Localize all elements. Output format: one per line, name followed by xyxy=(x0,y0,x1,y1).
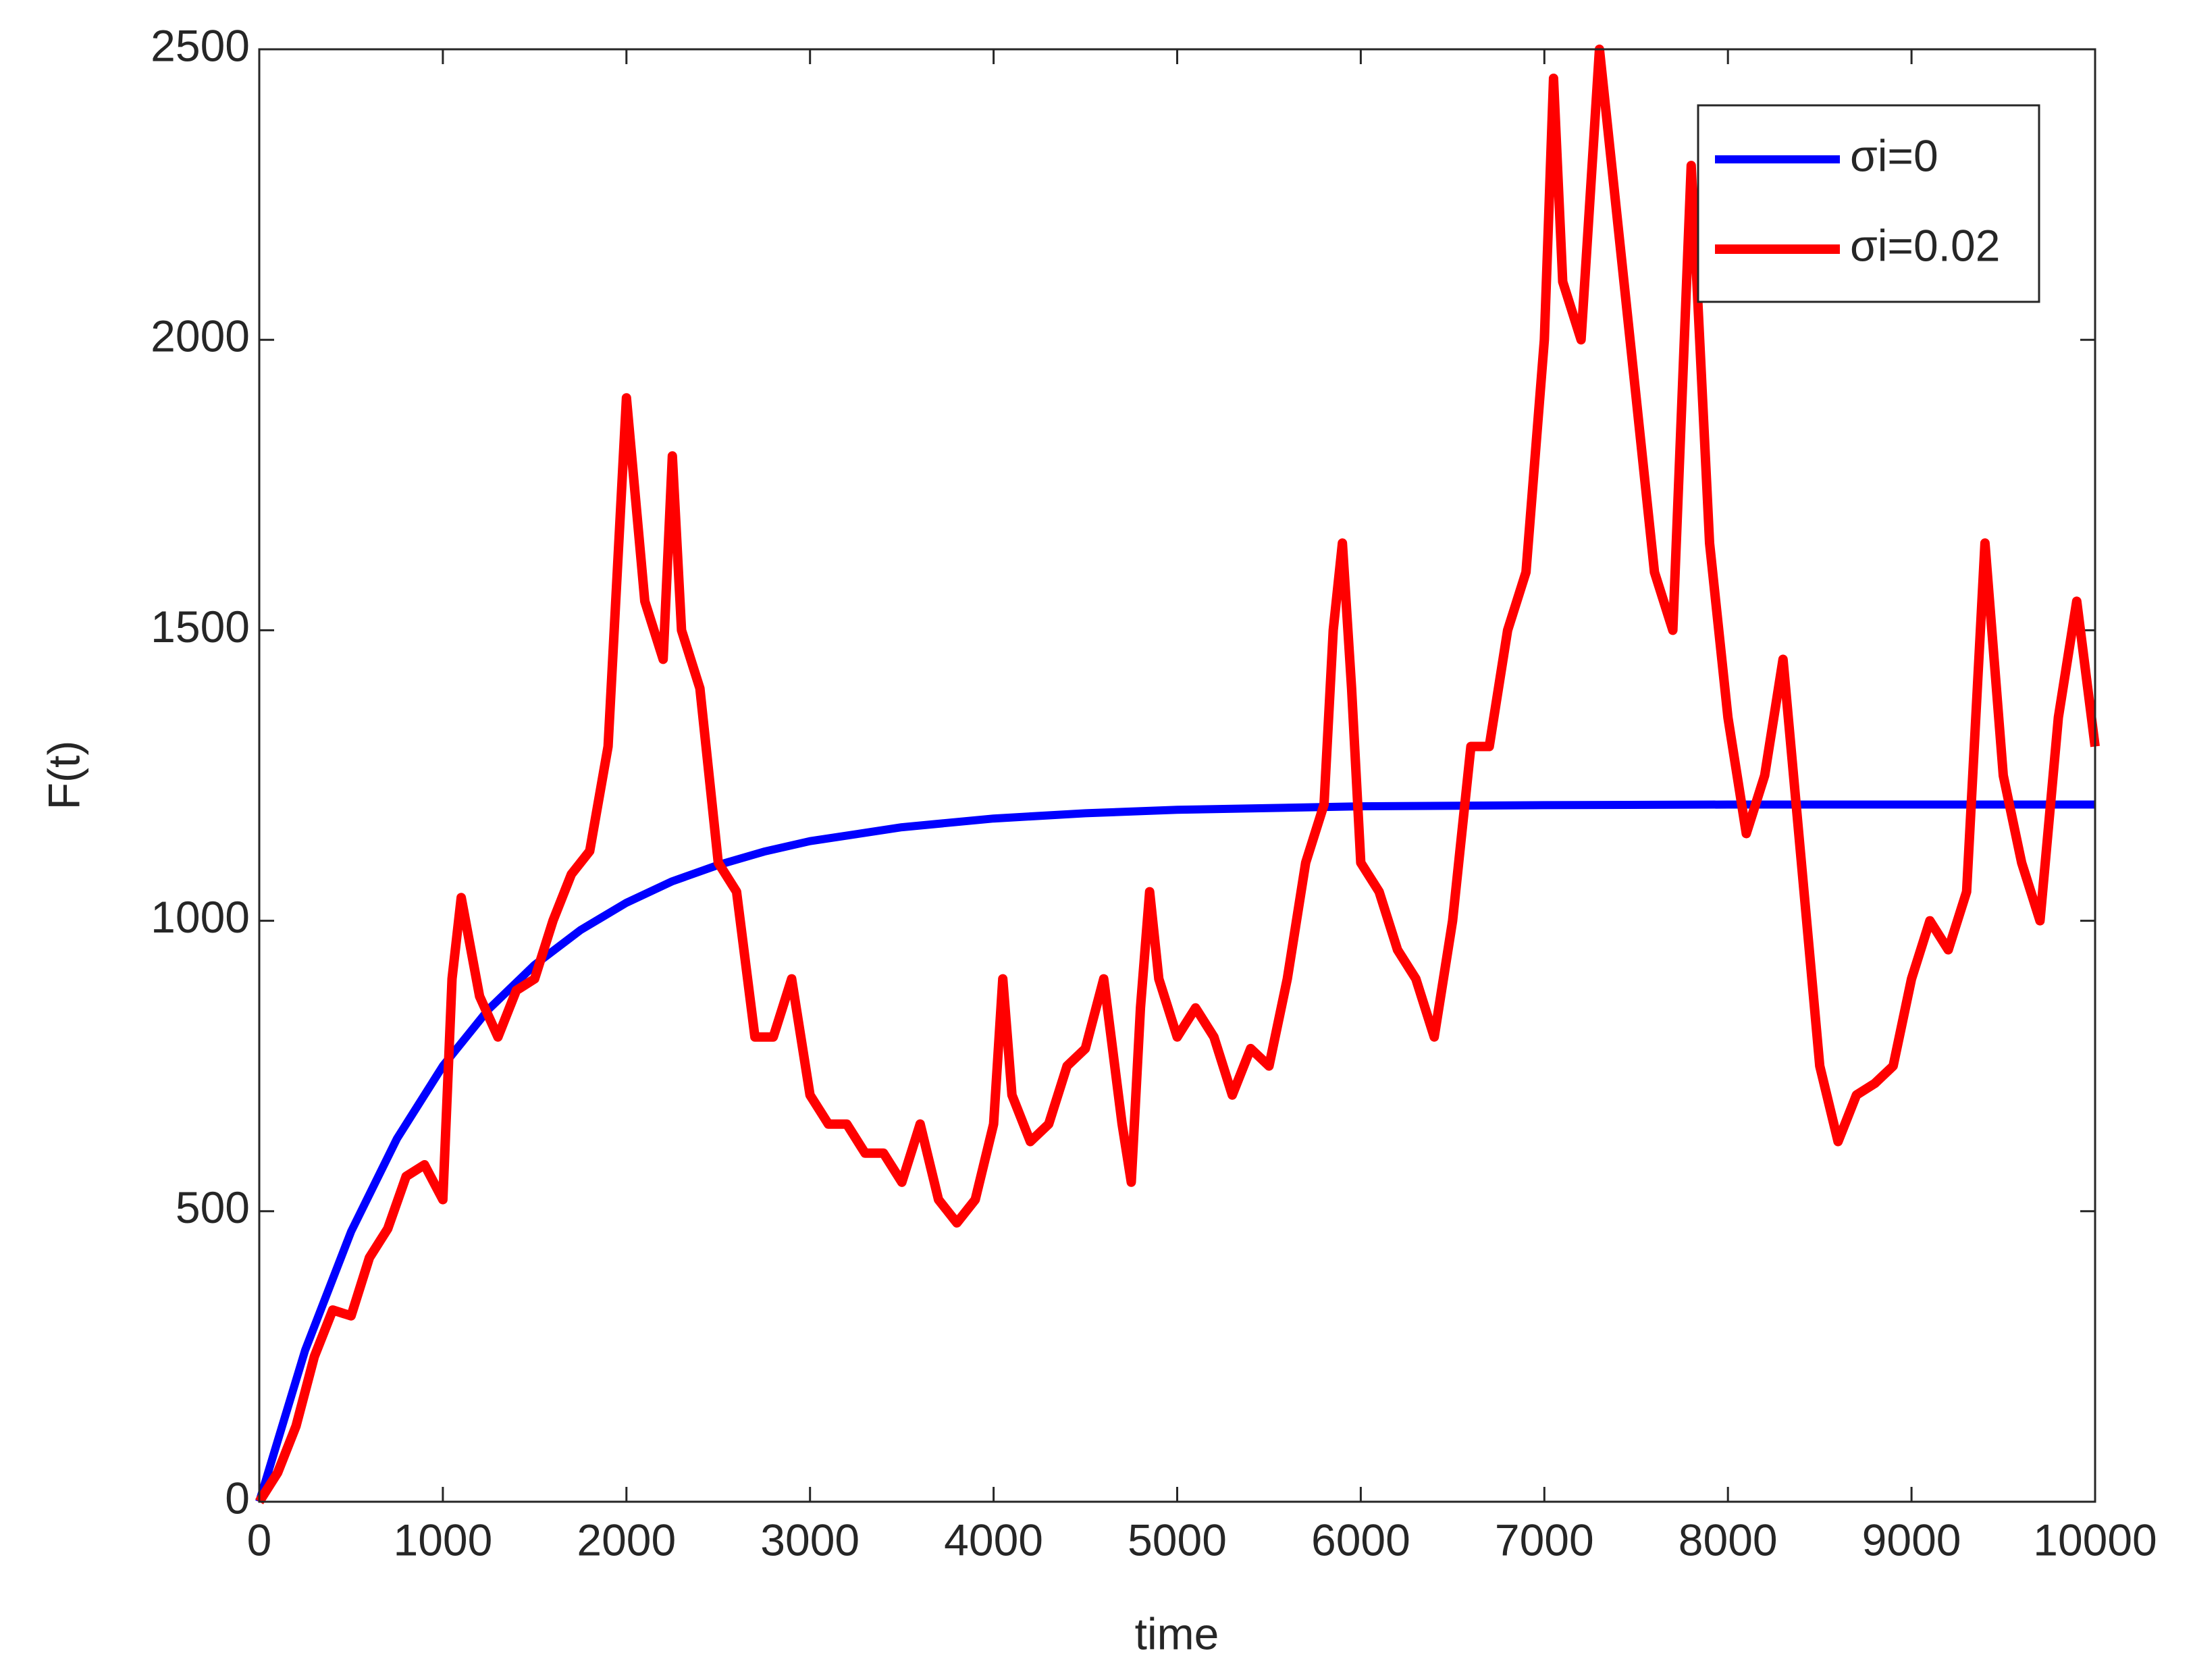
x-tick-label: 3000 xyxy=(760,1515,860,1565)
y-tick-label: 0 xyxy=(225,1473,250,1523)
x-tick-label: 6000 xyxy=(1311,1515,1410,1565)
y-tick-label: 1000 xyxy=(151,892,250,942)
x-tick-label: 5000 xyxy=(1128,1515,1227,1565)
x-axis-label: time xyxy=(1135,1608,1219,1658)
x-tick-label: 0 xyxy=(247,1515,272,1565)
x-tick-label: 8000 xyxy=(1679,1515,1778,1565)
y-tick-label: 1500 xyxy=(151,602,250,652)
x-tick-label: 7000 xyxy=(1495,1515,1594,1565)
x-tick-label: 4000 xyxy=(944,1515,1043,1565)
x-tick-label: 1000 xyxy=(393,1515,492,1565)
axes-box xyxy=(258,48,2096,1503)
y-axis-label: F(t) xyxy=(38,741,88,810)
legend-label: σi=0 xyxy=(1850,130,1938,180)
x-tick-label: 9000 xyxy=(1862,1515,1961,1565)
x-tick-label: 2000 xyxy=(577,1515,676,1565)
y-tick-label: 500 xyxy=(176,1182,250,1232)
legend-label: σi=0.02 xyxy=(1850,220,2000,270)
x-tick-label: 10000 xyxy=(2033,1515,2157,1565)
series-line xyxy=(255,45,2100,1504)
y-tick-label: 2000 xyxy=(151,311,250,361)
y-tick-label: 2500 xyxy=(151,20,250,70)
series-line xyxy=(255,800,2095,1503)
legend-box xyxy=(1697,104,2040,303)
